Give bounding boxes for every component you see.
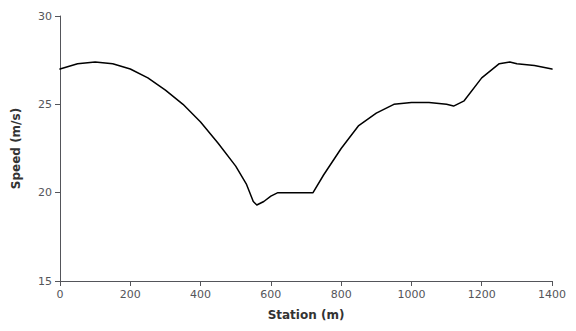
svg-text:1400: 1400 <box>538 288 566 301</box>
svg-text:600: 600 <box>260 288 281 301</box>
svg-text:200: 200 <box>120 288 141 301</box>
svg-text:20: 20 <box>38 186 52 199</box>
svg-text:30: 30 <box>38 10 52 23</box>
svg-text:1000: 1000 <box>397 288 425 301</box>
svg-text:25: 25 <box>38 98 52 111</box>
svg-text:15: 15 <box>38 275 52 288</box>
svg-text:0: 0 <box>57 288 64 301</box>
svg-text:1200: 1200 <box>468 288 496 301</box>
svg-text:Station (m): Station (m) <box>268 308 345 322</box>
svg-text:Speed (m/s): Speed (m/s) <box>9 108 23 189</box>
svg-text:400: 400 <box>190 288 211 301</box>
svg-text:800: 800 <box>331 288 352 301</box>
